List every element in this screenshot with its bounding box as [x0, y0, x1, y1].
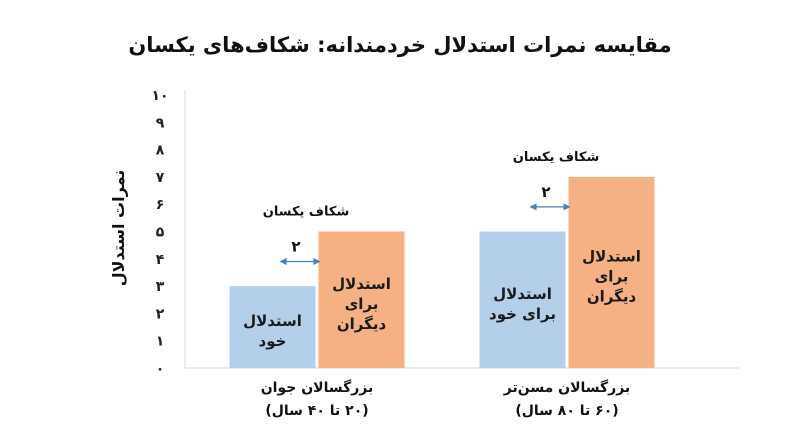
- chart-title: مقایسه نمرات استدلال خردمندانه: شکاف‌های…: [128, 33, 671, 57]
- y-tick-label: ۴: [156, 252, 165, 268]
- bar-label: استدلال: [243, 312, 302, 330]
- category-sublabel: (۲۰ تا ۴۰ سال): [265, 403, 368, 419]
- gap-label: شکاف یکسان: [513, 150, 600, 165]
- bar-self: [479, 231, 566, 368]
- y-axis-label: نمرات استدلال: [109, 170, 128, 287]
- y-tick-label: ۸: [156, 143, 165, 159]
- bar-others: [568, 176, 655, 368]
- gap-arrow-head-right: [563, 203, 571, 211]
- y-tick-label: ۲: [156, 306, 165, 322]
- y-tick-label: ۱: [156, 334, 165, 350]
- bar-label: دیگران: [587, 287, 637, 305]
- y-tick-label: ۰: [156, 361, 165, 377]
- bar-label: استدلال: [332, 275, 391, 293]
- y-tick-label: ۹: [156, 115, 165, 131]
- bar-label: استدلال: [582, 247, 641, 265]
- bar-label: خود: [259, 332, 287, 350]
- gap-arrow-head-left: [279, 258, 287, 265]
- y-tick-label: ۱۰: [151, 88, 168, 104]
- gap-value: ۲: [291, 238, 300, 256]
- bar-label: برای: [345, 295, 379, 313]
- gap-value: ۲: [541, 183, 550, 201]
- y-tick-label: ۷: [156, 170, 165, 186]
- y-tick-label: ۳: [156, 279, 165, 295]
- gap-arrow-head-left: [529, 203, 537, 211]
- gap-arrow-head-right: [313, 258, 321, 265]
- bar-label: برای خود: [489, 305, 556, 323]
- bar-others: [318, 231, 405, 368]
- bar-label: استدلال: [493, 285, 552, 303]
- category-label: بزرگسالان جوان: [261, 379, 374, 396]
- category-labels: بزرگسالان جوان (۲۰ تا ۴۰ سال) بزرگسالان مس…: [261, 379, 630, 419]
- y-tick-label: ۶: [156, 197, 165, 213]
- bar-label: برای: [595, 267, 629, 285]
- gap-annotations: ۲ شکاف یکسان ۲ شکاف یکسان: [263, 150, 600, 265]
- y-axis-ticks: ۰ ۱ ۲ ۳ ۴ ۵ ۶ ۷ ۸ ۹ ۱۰: [151, 88, 168, 377]
- gap-label: شکاف یکسان: [263, 205, 350, 220]
- bar-self: [229, 286, 316, 368]
- y-tick-label: ۵: [156, 225, 165, 241]
- category-label: بزرگسالان مسن‌تر: [503, 379, 630, 396]
- category-sublabel: (۶۰ تا ۸۰ سال): [515, 403, 618, 419]
- bar-label: دیگران: [337, 315, 387, 333]
- bars: استدلال خود استدلال برای دیگران استدلال برای خ…: [229, 176, 655, 368]
